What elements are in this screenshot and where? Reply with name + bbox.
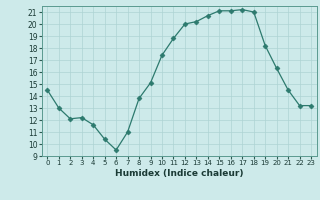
X-axis label: Humidex (Indice chaleur): Humidex (Indice chaleur) (115, 169, 244, 178)
